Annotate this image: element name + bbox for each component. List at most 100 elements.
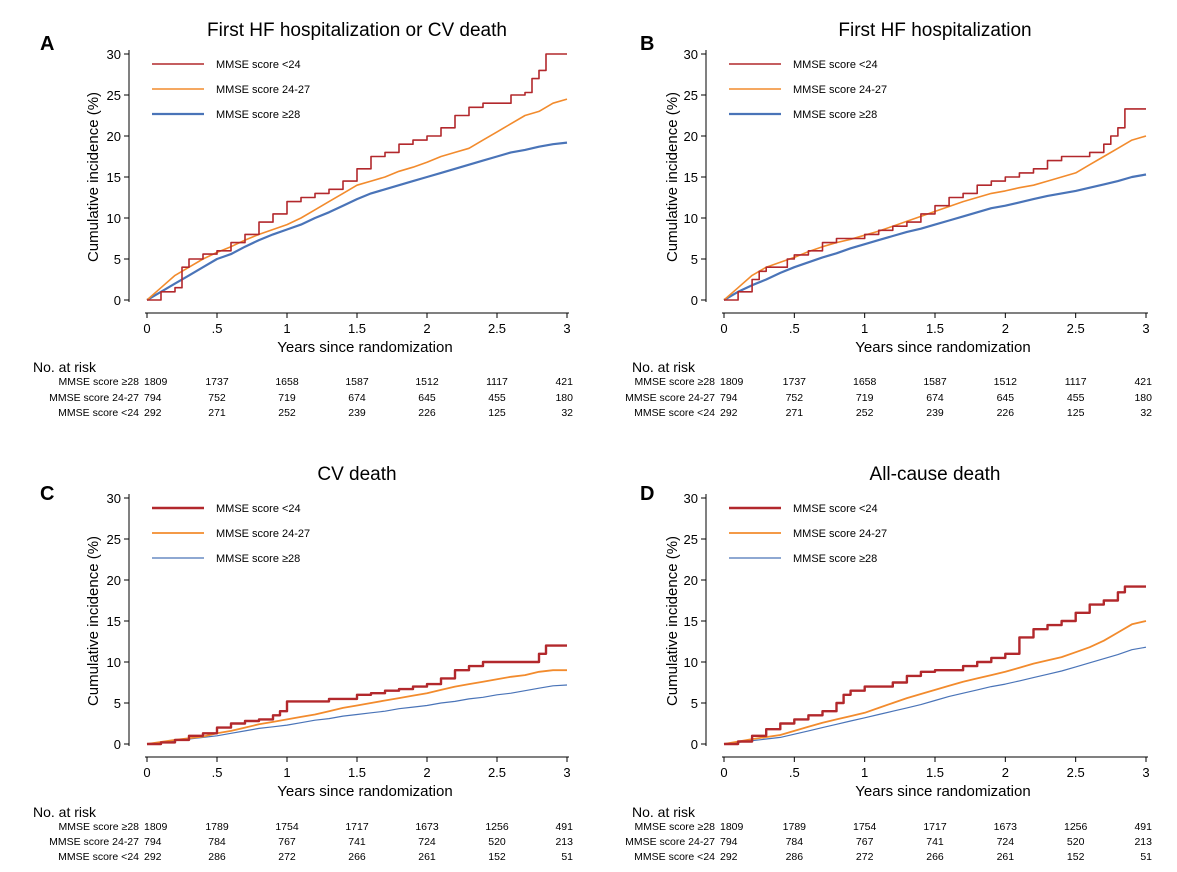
x-tick-label: 3 bbox=[563, 765, 570, 780]
y-tick-label: 10 bbox=[684, 655, 698, 670]
panel-a: A First HF hospitalization or CV death 0 5 1… bbox=[33, 20, 573, 419]
risk-value: 794 bbox=[144, 836, 162, 848]
x-tick-label: .5 bbox=[789, 321, 800, 336]
x-tick-label: 2.5 bbox=[488, 765, 506, 780]
series-line-mmse-ge28 bbox=[146, 684, 568, 745]
x-tick-label: 0 bbox=[720, 765, 727, 780]
x-tick-label: 2.5 bbox=[1067, 765, 1085, 780]
panel-letter: B bbox=[640, 33, 654, 55]
x-tick-label: 1.5 bbox=[926, 765, 944, 780]
risk-value: 180 bbox=[1134, 392, 1152, 404]
risk-value: 719 bbox=[856, 392, 874, 404]
risk-row-label: MMSE score ≥28 bbox=[59, 821, 140, 833]
legend-label: MMSE score 24-27 bbox=[793, 528, 887, 540]
y-tick-label: 0 bbox=[691, 737, 698, 752]
y-tick-label: 10 bbox=[684, 211, 698, 226]
x-tick-label: 2.5 bbox=[488, 321, 506, 336]
risk-value: 674 bbox=[926, 392, 944, 404]
x-tick-label: 0 bbox=[143, 765, 150, 780]
risk-row-label: MMSE score 24-27 bbox=[49, 836, 139, 848]
y-axis-label: Cumulative incidence (%) bbox=[664, 92, 681, 262]
risk-value: 1512 bbox=[415, 376, 439, 388]
risk-value: 1587 bbox=[345, 376, 369, 388]
legend-label: MMSE score ≥28 bbox=[793, 553, 877, 565]
risk-row-label: MMSE score <24 bbox=[58, 407, 139, 419]
risk-value: 292 bbox=[144, 851, 162, 863]
x-tick-label: 3 bbox=[563, 321, 570, 336]
risk-table-heading: No. at risk bbox=[33, 359, 97, 375]
risk-value: 272 bbox=[278, 851, 296, 863]
risk-row-label: MMSE score ≥28 bbox=[635, 376, 716, 388]
series-line-mmse-ge28 bbox=[146, 141, 568, 301]
risk-value: 239 bbox=[348, 407, 366, 419]
panel-d: D All-cause death 0 5 10 15 20 25 30 0 .5 1 1.5 2 2.5 3… bbox=[625, 464, 1152, 863]
risk-value: 271 bbox=[786, 407, 804, 419]
risk-value: 272 bbox=[856, 851, 874, 863]
risk-value: 266 bbox=[348, 851, 366, 863]
x-tick-label: 3 bbox=[1142, 321, 1149, 336]
y-tick-label: 15 bbox=[684, 170, 698, 185]
risk-value: 252 bbox=[856, 407, 874, 419]
panel-letter: D bbox=[640, 483, 654, 505]
risk-value: 1717 bbox=[923, 821, 947, 833]
y-tick-label: 30 bbox=[684, 47, 698, 62]
risk-value: 1737 bbox=[205, 376, 229, 388]
legend-label: MMSE score <24 bbox=[216, 59, 301, 71]
series-line-mmse-24-27 bbox=[723, 620, 1147, 745]
y-tick-label: 30 bbox=[684, 491, 698, 506]
y-tick-label: 10 bbox=[107, 211, 121, 226]
risk-value: 421 bbox=[555, 376, 573, 388]
risk-value: 1809 bbox=[144, 821, 168, 833]
risk-value: 1256 bbox=[1064, 821, 1088, 833]
risk-value: 520 bbox=[1067, 836, 1085, 848]
y-tick-label: 30 bbox=[107, 491, 121, 506]
risk-value: 292 bbox=[144, 407, 162, 419]
legend-label: MMSE score <24 bbox=[793, 59, 878, 71]
risk-value: 767 bbox=[278, 836, 296, 848]
risk-value: 794 bbox=[720, 836, 738, 848]
risk-value: 1754 bbox=[275, 821, 299, 833]
panel-letter: A bbox=[40, 33, 54, 55]
risk-value: 1809 bbox=[144, 376, 168, 388]
y-tick-label: 20 bbox=[107, 573, 121, 588]
risk-value: 261 bbox=[997, 851, 1015, 863]
risk-value: 125 bbox=[1067, 407, 1085, 419]
risk-value: 1737 bbox=[783, 376, 807, 388]
y-tick-label: 25 bbox=[684, 532, 698, 547]
risk-value: 51 bbox=[1140, 851, 1152, 863]
risk-value: 292 bbox=[720, 407, 738, 419]
risk-value: 286 bbox=[786, 851, 804, 863]
series-line-mmse-24-27 bbox=[723, 135, 1147, 301]
y-tick-label: 10 bbox=[107, 655, 121, 670]
y-tick-label: 25 bbox=[107, 88, 121, 103]
risk-row-label: MMSE score <24 bbox=[634, 407, 715, 419]
risk-value: 213 bbox=[555, 836, 573, 848]
risk-value: 252 bbox=[278, 407, 296, 419]
risk-value: 1717 bbox=[345, 821, 369, 833]
y-axis-label: Cumulative incidence (%) bbox=[85, 92, 102, 262]
risk-value: 1809 bbox=[720, 821, 744, 833]
x-tick-label: 1 bbox=[283, 321, 290, 336]
y-tick-label: 30 bbox=[107, 47, 121, 62]
x-tick-label: 2 bbox=[1002, 765, 1009, 780]
y-tick-label: 5 bbox=[114, 252, 121, 267]
y-tick-label: 20 bbox=[684, 573, 698, 588]
x-tick-label: 0 bbox=[143, 321, 150, 336]
series-line-mmse-lt24 bbox=[147, 644, 567, 746]
risk-value: 271 bbox=[208, 407, 226, 419]
risk-value: 767 bbox=[856, 836, 874, 848]
x-tick-label: 3 bbox=[1142, 765, 1149, 780]
risk-value: 455 bbox=[488, 392, 506, 404]
y-tick-label: 20 bbox=[684, 129, 698, 144]
risk-value: 261 bbox=[418, 851, 436, 863]
y-tick-label: 15 bbox=[107, 170, 121, 185]
risk-value: 152 bbox=[488, 851, 506, 863]
series-line-mmse-24-27 bbox=[146, 669, 567, 745]
y-tick-label: 0 bbox=[691, 293, 698, 308]
y-tick-label: 5 bbox=[691, 696, 698, 711]
panel-c: C CV death 0 5 10 15 20 25 30 0 .5 1 1.5 2 2.5 3 Years s… bbox=[33, 464, 573, 863]
x-tick-label: .5 bbox=[212, 321, 223, 336]
risk-value: 741 bbox=[926, 836, 944, 848]
x-tick-label: 1 bbox=[861, 321, 868, 336]
